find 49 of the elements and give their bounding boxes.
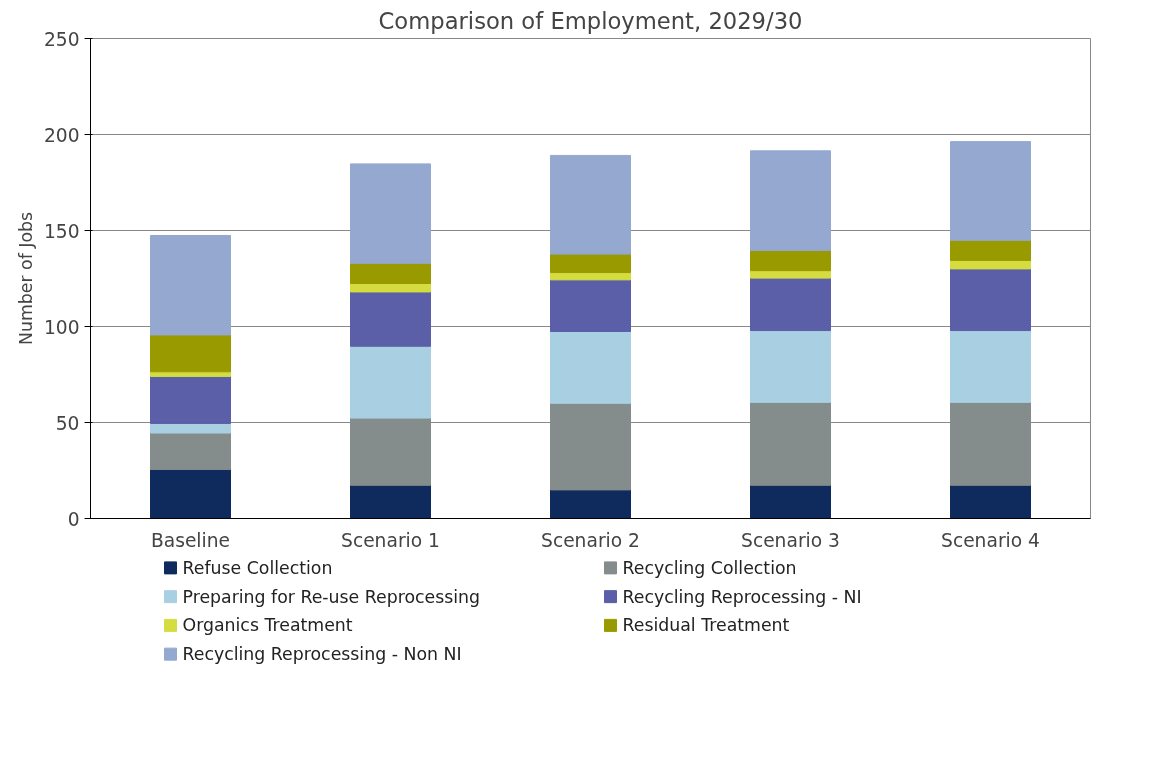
bar (750, 249, 831, 272)
y-tick-label: 0 (67, 508, 80, 530)
bar (150, 422, 231, 434)
bar (750, 150, 831, 251)
x-tick-label: Scenario 2 (541, 529, 640, 551)
legend-label: Recycling Reprocessing - NI (622, 586, 862, 607)
bar (150, 469, 231, 519)
bar (950, 268, 1031, 332)
bar (350, 282, 431, 293)
chart-title: Comparison of Employment, 2029/30 (378, 7, 803, 34)
bar (350, 291, 431, 347)
bar (750, 270, 831, 279)
bar (150, 432, 231, 471)
y-tick-label: 50 (55, 412, 80, 434)
y-tick-label: 200 (43, 124, 80, 146)
y-tick-label: 100 (43, 316, 80, 338)
bar (350, 345, 431, 419)
legend-label: Preparing for Re-use Reprocessing (182, 586, 481, 607)
legend-label: Refuse Collection (182, 557, 333, 578)
legend-label: Residual Treatment (622, 615, 790, 636)
bar (750, 277, 831, 332)
bar (950, 239, 1031, 261)
bar (950, 259, 1031, 270)
legend-label: Recycling Reprocessing - Non NI (182, 644, 462, 665)
bar (550, 279, 631, 332)
y-tick-label: 150 (43, 220, 80, 242)
bar (550, 330, 631, 404)
bar (350, 484, 431, 519)
bar (550, 489, 631, 519)
bar (950, 484, 1031, 519)
bar (350, 163, 431, 264)
x-tick-label: Scenario 4 (941, 529, 1040, 551)
bar (750, 484, 831, 519)
bar (150, 334, 231, 373)
legend-label: Organics Treatment (182, 615, 353, 636)
bar (950, 141, 1031, 241)
bar (550, 253, 631, 274)
bar (550, 154, 631, 255)
y-axis-title: Number of Jobs (15, 211, 36, 346)
x-tick-label: Scenario 3 (741, 529, 840, 551)
x-tick-label: Scenario 1 (341, 529, 440, 551)
bar (350, 262, 431, 284)
x-tick-label: Baseline (150, 529, 231, 551)
legend-label: Recycling Collection (622, 557, 797, 578)
bar (150, 375, 231, 424)
bar (950, 330, 1031, 403)
y-tick-label: 250 (43, 28, 80, 50)
bar (150, 234, 231, 336)
bar (750, 330, 831, 403)
